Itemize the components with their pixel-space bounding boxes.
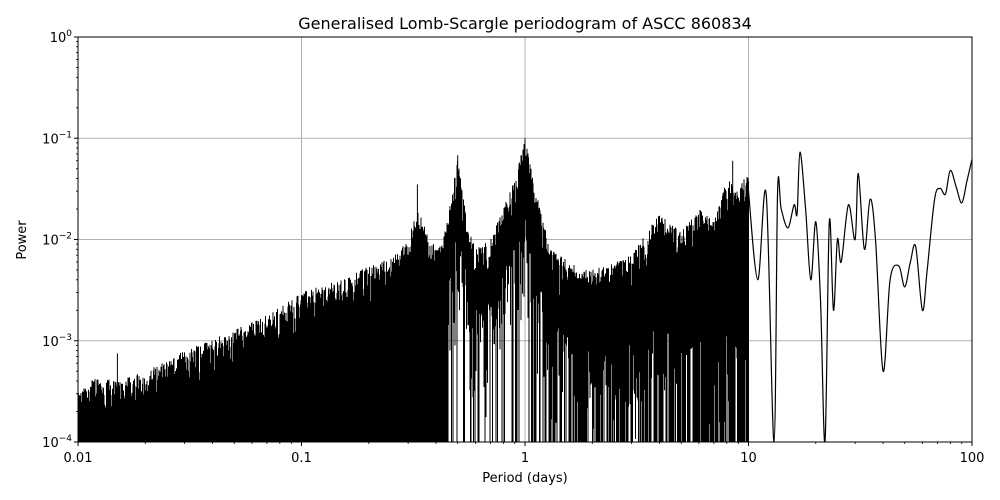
x-tick-label: 0.01: [64, 451, 93, 466]
x-tick-label: 1: [521, 451, 529, 466]
y-tick-label: 10−3: [42, 333, 72, 350]
x-tick-label: 0.1: [291, 451, 312, 466]
y-tick-label: 100: [50, 29, 73, 46]
y-tick-label: 10−1: [42, 130, 72, 147]
y-tick-label: 10−4: [42, 434, 72, 451]
y-axis-label: Power: [15, 220, 30, 260]
plot-area: [78, 138, 972, 442]
dense-periodogram-line: [78, 138, 749, 442]
x-axis-ticks: 0.01 0.1 1 10 100: [64, 442, 985, 466]
y-axis-ticks: 10−4 10−3 10−2 10−1 100: [42, 29, 78, 451]
x-axis-label: Period (days): [482, 471, 568, 486]
long-period-line: [747, 151, 972, 442]
x-tick-label: 10: [740, 451, 757, 466]
y-tick-label: 10−2: [42, 232, 72, 249]
x-tick-label: 100: [960, 451, 985, 466]
chart-title: Generalised Lomb-Scargle periodogram of …: [298, 14, 752, 33]
